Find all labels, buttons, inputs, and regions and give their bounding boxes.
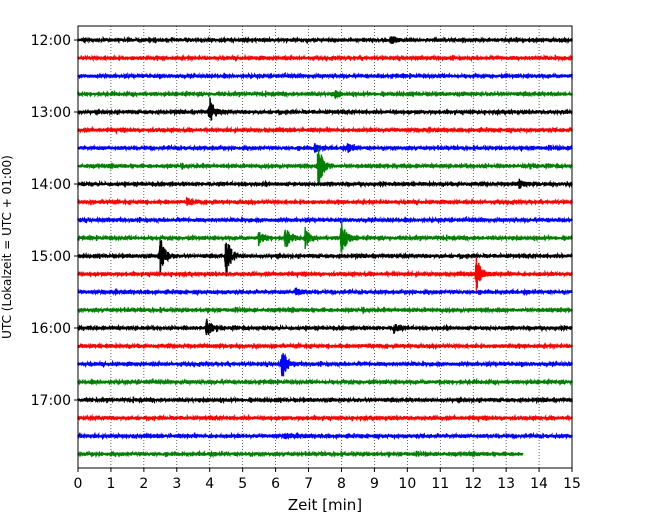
y-axis-label: UTC (Lokalzeit = UTC + 01:00) [0, 155, 14, 339]
x-tick-label: 8 [337, 476, 346, 492]
trace-1445 [77, 219, 573, 253]
trace-1730 [77, 431, 573, 441]
trace-1215 [77, 53, 573, 63]
x-tick-label: 12 [464, 476, 482, 492]
trace-1600 [77, 318, 573, 336]
y-tick-label: 12:00 [31, 33, 71, 49]
y-axis: 12:00 13:00 14:00 15:00 16:00 17:00 [31, 33, 78, 409]
x-tick-label: 1 [106, 476, 115, 492]
x-tick-label: 7 [304, 476, 313, 492]
x-tick-label: 9 [370, 476, 379, 492]
trace-1715 [77, 413, 573, 423]
trace-1615 [77, 341, 573, 351]
y-tick-label: 17:00 [31, 393, 71, 409]
trace-1230 [77, 71, 573, 81]
x-tick-label: 6 [271, 476, 280, 492]
x-tick-label: 15 [563, 476, 581, 492]
trace-1545 [77, 305, 573, 315]
y-tick-label: 14:00 [31, 177, 71, 193]
trace-1315 [77, 125, 573, 135]
x-tick-label: 2 [139, 476, 148, 492]
trace-1645 [77, 377, 573, 387]
trace-1630 [77, 353, 573, 377]
trace-1515 [77, 257, 573, 293]
x-tick-label: 3 [172, 476, 181, 492]
trace-1245 [77, 89, 573, 100]
traces [77, 35, 573, 459]
x-tick-label: 10 [398, 476, 416, 492]
y-tick-label: 16:00 [31, 321, 71, 337]
trace-1345 [77, 148, 573, 187]
x-tick-label: 4 [205, 476, 214, 492]
x-tick-label: 13 [497, 476, 515, 492]
trace-1300 [77, 97, 573, 122]
trace-1200 [77, 35, 573, 45]
trace-1500 [77, 240, 573, 277]
x-tick-label: 0 [74, 476, 83, 492]
plot-frame [77, 25, 573, 469]
x-axis: 0 1 2 3 4 5 6 7 8 9 10 11 12 13 14 15 [74, 468, 581, 492]
trace-1530 [77, 287, 573, 297]
x-tick-label: 5 [238, 476, 247, 492]
x-tick-label: 11 [431, 476, 449, 492]
trace-1330 [77, 143, 573, 153]
trace-1745 [77, 449, 524, 459]
y-tick-label: 13:00 [31, 105, 71, 121]
trace-1400 [77, 178, 573, 189]
x-tick-label: 14 [530, 476, 548, 492]
trace-1415 [77, 196, 573, 207]
y-tick-label: 15:00 [31, 249, 71, 265]
x-axis-label: Zeit [min] [288, 496, 362, 514]
trace-1700 [77, 395, 573, 405]
trace-1430 [77, 215, 573, 225]
